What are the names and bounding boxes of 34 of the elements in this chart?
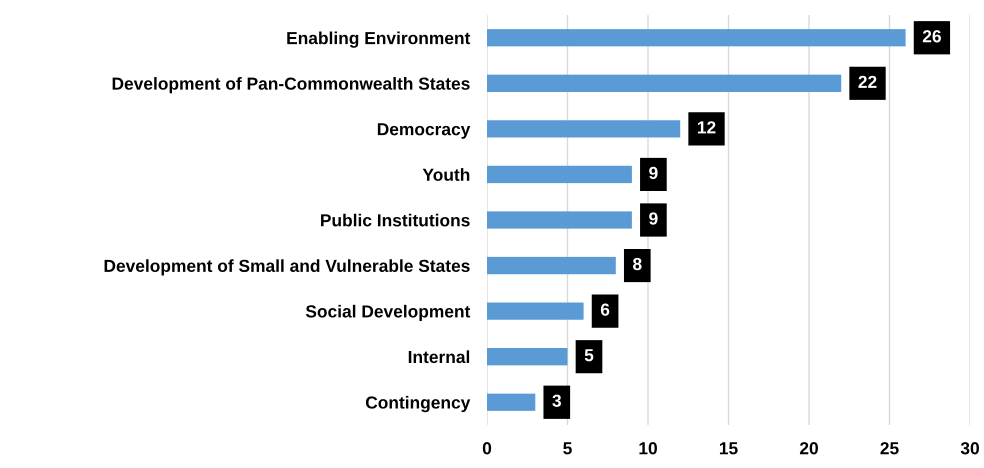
y-tick-label: Youth	[422, 168, 470, 181]
y-tick-label: Public Institutions	[321, 214, 470, 226]
data-label: 8	[633, 258, 642, 270]
x-tick-label: 10	[639, 442, 657, 454]
y-tick-label: Development of Small and Vulnerable States	[104, 259, 470, 276]
x-tick-label: 5	[563, 442, 572, 454]
y-tick-label: Development of Pan-Commonwealth States	[112, 77, 470, 94]
data-label: 9	[649, 166, 658, 180]
data-label: 6	[600, 303, 610, 316]
data-label: 12	[698, 121, 716, 134]
y-tick-label: Democracy	[378, 123, 470, 139]
bar	[487, 29, 906, 46]
y-tick-label: Social Development	[306, 304, 470, 322]
bar	[487, 211, 632, 229]
data-label: 26	[922, 30, 941, 42]
data-label: 5	[584, 349, 594, 362]
bar	[487, 74, 842, 92]
x-tick-label: 25	[880, 442, 899, 454]
data-label: 9	[649, 212, 658, 225]
x-tick-label: 15	[720, 442, 738, 454]
data-label: 3	[552, 394, 561, 407]
x-tick-label: 20	[800, 442, 818, 454]
x-tick-label: 30	[960, 442, 979, 454]
bar	[487, 256, 616, 274]
y-tick-label: Contingency	[366, 396, 470, 412]
y-tick-label: Internal	[408, 350, 470, 364]
bar	[487, 394, 536, 411]
y-tick-label: Enabling Environment	[287, 31, 470, 48]
bar	[487, 348, 568, 366]
data-label: 22	[858, 76, 876, 88]
bar	[487, 120, 680, 138]
bar	[487, 166, 632, 184]
x-tick-label: 0	[482, 442, 492, 454]
bar	[487, 302, 584, 320]
